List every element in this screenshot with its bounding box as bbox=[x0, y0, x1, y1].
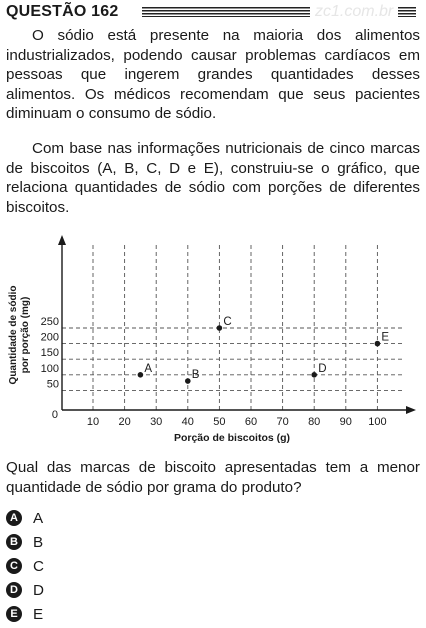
origin-label: 0 bbox=[52, 409, 58, 421]
point-label-a: A bbox=[144, 363, 152, 375]
question-header: QUESTÃO 162 zc1.com.br bbox=[6, 2, 420, 22]
intro-paragraph-2: Com base nas informações nutricionais de… bbox=[6, 140, 420, 216]
x-tick-label-20: 20 bbox=[118, 416, 130, 428]
chart-points: A B C D E bbox=[137, 316, 389, 384]
point-c bbox=[216, 325, 223, 331]
point-label-c: C bbox=[223, 316, 231, 328]
y-tick-label-250: 250 bbox=[41, 316, 59, 328]
intro-paragraph-1: O sódio está presente na maioria dos ali… bbox=[6, 27, 420, 123]
option-a[interactable]: A A bbox=[6, 508, 43, 528]
x-tick-label-100: 100 bbox=[368, 416, 386, 428]
y-axis-arrow bbox=[58, 235, 66, 245]
chart-grid bbox=[62, 245, 405, 410]
point-label-d: D bbox=[318, 363, 326, 375]
point-label-e: E bbox=[381, 332, 389, 344]
option-c-text: C bbox=[33, 557, 44, 575]
option-b-letter: B bbox=[6, 534, 22, 550]
point-a bbox=[137, 372, 144, 378]
chart-axes bbox=[58, 235, 416, 414]
x-tick-label-30: 30 bbox=[150, 416, 162, 428]
y-axis-label-line-2: por porção (mg) bbox=[20, 297, 31, 374]
x-tick-label-40: 40 bbox=[182, 416, 194, 428]
option-a-text: A bbox=[33, 509, 44, 527]
sodium-scatter-chart: 50 100 150 200 250 10 20 30 40 50 60 70 80 90 100 0 A B C… bbox=[8, 235, 416, 444]
option-c[interactable]: C C bbox=[6, 556, 44, 576]
y-tick-label-150: 150 bbox=[41, 347, 59, 359]
option-d[interactable]: D D bbox=[6, 580, 44, 600]
x-tick-label-60: 60 bbox=[245, 416, 257, 428]
point-e bbox=[374, 340, 381, 347]
x-tick-label-90: 90 bbox=[340, 416, 352, 428]
option-d-letter: D bbox=[6, 582, 22, 598]
x-tick-label-70: 70 bbox=[276, 416, 288, 428]
option-c-letter: C bbox=[6, 558, 22, 574]
point-label-b: B bbox=[192, 369, 200, 381]
x-tick-label-50: 50 bbox=[213, 416, 225, 428]
option-d-text: D bbox=[33, 581, 44, 599]
x-tick-label-80: 80 bbox=[308, 416, 320, 428]
point-b bbox=[185, 378, 191, 384]
option-b[interactable]: B B bbox=[6, 532, 43, 552]
option-a-letter: A bbox=[6, 510, 22, 526]
x-tick-label-10: 10 bbox=[87, 416, 99, 428]
y-tick-label-50: 50 bbox=[47, 378, 59, 390]
y-axis-label: Quantidade de sódio por porção (mg) bbox=[8, 286, 31, 385]
x-axis-arrow bbox=[406, 406, 416, 414]
question-number: QUESTÃO 162 bbox=[6, 3, 119, 20]
option-b-text: B bbox=[33, 533, 44, 551]
y-tick-label-200: 200 bbox=[41, 332, 59, 344]
point-d bbox=[311, 372, 318, 378]
option-e-text: E bbox=[33, 605, 44, 623]
option-e[interactable]: E E bbox=[6, 604, 43, 624]
y-tick-label-100: 100 bbox=[41, 363, 59, 375]
option-e-letter: E bbox=[6, 606, 22, 622]
header-rule bbox=[142, 7, 416, 17]
y-axis-label-line-1: Quantidade de sódio bbox=[8, 286, 19, 385]
watermark: zc1.com.br bbox=[310, 2, 399, 22]
chart-tick-labels: 50 100 150 200 250 10 20 30 40 50 60 70 80 90 100 0 bbox=[41, 316, 387, 428]
question-text: Qual das marcas de biscoito apresentadas… bbox=[6, 459, 420, 496]
x-axis-label: Porção de biscoitos (g) bbox=[174, 432, 290, 444]
